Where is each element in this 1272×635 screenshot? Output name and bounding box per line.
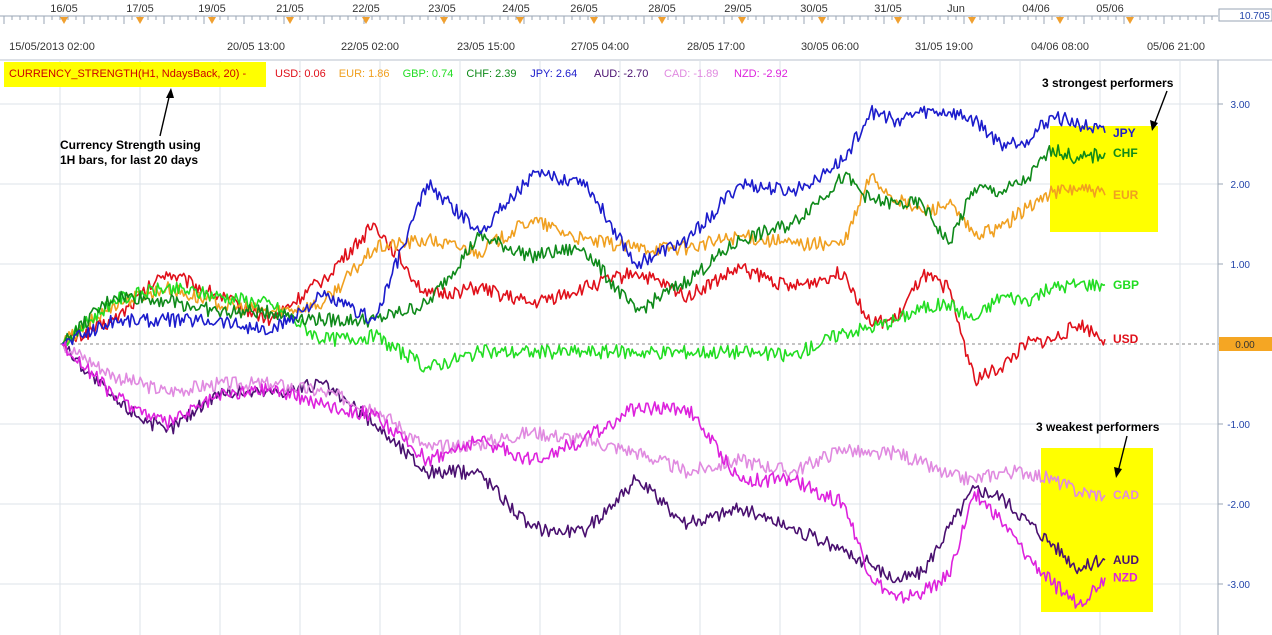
session-marker[interactable] — [658, 17, 666, 24]
indicator-title[interactable]: CURRENCY_STRENGTH(H1, NdaysBack, 20) - — [9, 68, 246, 80]
indicator-title-box — [4, 62, 266, 87]
y-tick-label: 3.00 — [1231, 100, 1251, 111]
method-arrow — [159, 92, 171, 137]
bottom-date-label: 27/05 04:00 — [571, 41, 629, 53]
strongest-annotation: 3 strongest performers — [1042, 76, 1174, 131]
strongest-highlight-box — [1050, 126, 1158, 232]
bottom-date-label: 05/06 21:00 — [1147, 41, 1205, 53]
readout-4: JPY: 2.64 — [530, 68, 577, 80]
series-line-aud — [61, 343, 1106, 584]
top-date-label: Jun — [947, 3, 965, 15]
time-ruler[interactable] — [3, 16, 1213, 24]
price-tag-box — [1218, 8, 1272, 22]
top-date-label: 16/05 — [50, 3, 78, 15]
y-axis-tick-labels: 3.00 2.00 1.00 -1.00 -2.00 -3.00 — [1218, 100, 1250, 591]
method-line-2: 1H bars, for last 20 days — [60, 153, 198, 167]
end-label-gbp: GBP — [1113, 278, 1139, 292]
readout-1: EUR: 1.86 — [339, 68, 390, 80]
top-date-label: 04/06 — [1022, 3, 1050, 15]
method-line-1: Currency Strength using — [60, 138, 201, 152]
series-end-labels: USD EUR GBP CHF JPY AUD CAD NZD — [1113, 126, 1139, 585]
y-tick-label: 2.00 — [1231, 180, 1251, 191]
bottom-date-label: 31/05 19:00 — [915, 41, 973, 53]
top-date-label: 30/05 — [800, 3, 828, 15]
bottom-date-label: 15/05/2013 02:00 — [9, 41, 95, 53]
session-marker[interactable] — [286, 17, 294, 24]
series-line-eur — [61, 173, 1106, 345]
y-tick-label: 1.00 — [1231, 260, 1251, 271]
readout-5: AUD: -2.70 — [594, 68, 648, 80]
session-marker[interactable] — [362, 17, 370, 24]
session-marker[interactable] — [968, 17, 976, 24]
top-date-label: 21/05 — [276, 3, 304, 15]
top-date-label: 23/05 — [428, 3, 456, 15]
end-label-chf: CHF — [1113, 146, 1138, 160]
top-date-label: 26/05 — [570, 3, 598, 15]
method-annotation: Currency Strength using 1H bars, for las… — [60, 88, 201, 167]
strongest-label: 3 strongest performers — [1042, 76, 1174, 90]
top-date-label: 05/06 — [1096, 3, 1124, 15]
strongest-arrow — [1153, 90, 1168, 126]
session-marker[interactable] — [894, 17, 902, 24]
session-marker[interactable] — [590, 17, 598, 24]
series-line-chf — [61, 144, 1106, 345]
session-marker[interactable] — [1056, 17, 1064, 24]
bottom-date-label: 20/05 13:00 — [227, 41, 285, 53]
weakest-annotation: 3 weakest performers — [1036, 420, 1160, 478]
session-marker[interactable] — [1126, 17, 1134, 24]
bottom-date-labels: 15/05/2013 02:00 20/05 13:00 22/05 02:00 23… — [9, 41, 1205, 53]
session-marker[interactable] — [516, 17, 524, 24]
top-date-label: 17/05 — [126, 3, 154, 15]
bottom-date-label: 22/05 02:00 — [341, 41, 399, 53]
y-tick-label: -1.00 — [1227, 420, 1250, 431]
y-tick-label: -2.00 — [1227, 500, 1250, 511]
readout-3: CHF: 2.39 — [466, 68, 516, 80]
weakest-arrow-head — [1114, 467, 1122, 478]
bottom-date-label: 30/05 06:00 — [801, 41, 859, 53]
session-marker[interactable] — [136, 17, 144, 24]
bottom-date-label: 04/06 08:00 — [1031, 41, 1089, 53]
weakest-arrow — [1117, 435, 1128, 473]
top-date-label: 28/05 — [648, 3, 676, 15]
session-marker[interactable] — [440, 17, 448, 24]
zero-value-tag: 0.00 — [1235, 340, 1255, 351]
end-label-jpy: JPY — [1113, 126, 1136, 140]
series-lines — [61, 104, 1106, 609]
end-label-cad: CAD — [1113, 488, 1139, 502]
session-marker[interactable] — [208, 17, 216, 24]
top-date-label: 22/05 — [352, 3, 380, 15]
price-tag: 10.705 — [1239, 11, 1270, 22]
session-marker[interactable] — [60, 17, 68, 24]
time-scale-background — [0, 0, 1272, 60]
top-date-label: 19/05 — [198, 3, 226, 15]
top-date-labels: 16/05 17/05 19/05 21/05 22/05 23/05 24/05 26/05… — [50, 3, 1124, 15]
readout-2: GBP: 0.74 — [403, 68, 454, 80]
bottom-date-label: 28/05 17:00 — [687, 41, 745, 53]
session-marker[interactable] — [738, 17, 746, 24]
session-marker[interactable] — [818, 17, 826, 24]
readout-6: CAD: -1.89 — [664, 68, 718, 80]
series-line-gbp — [61, 278, 1106, 373]
end-label-eur: EUR — [1113, 188, 1139, 202]
indicator-readouts: USD: 0.06 EUR: 1.86 GBP: 0.74 CHF: 2.39 JPY:… — [275, 68, 788, 80]
series-line-cad — [61, 343, 1106, 502]
top-date-label: 29/05 — [724, 3, 752, 15]
series-line-usd — [61, 222, 1106, 387]
bottom-date-label: 23/05 15:00 — [457, 41, 515, 53]
end-label-nzd: NZD — [1113, 571, 1138, 585]
y-tick-label: -3.00 — [1227, 580, 1250, 591]
end-label-usd: USD — [1113, 332, 1139, 346]
series-line-nzd — [61, 340, 1106, 609]
readout-7: NZD: -2.92 — [734, 68, 788, 80]
strongest-arrow-head — [1150, 120, 1158, 131]
weakest-label: 3 weakest performers — [1036, 420, 1160, 434]
zero-value-tag-box — [1219, 337, 1272, 351]
series-line-jpy — [61, 104, 1106, 346]
readout-0: USD: 0.06 — [275, 68, 326, 80]
end-label-aud: AUD — [1113, 553, 1139, 567]
top-date-label: 24/05 — [502, 3, 530, 15]
top-date-label: 31/05 — [874, 3, 902, 15]
method-arrow-head — [166, 88, 174, 98]
